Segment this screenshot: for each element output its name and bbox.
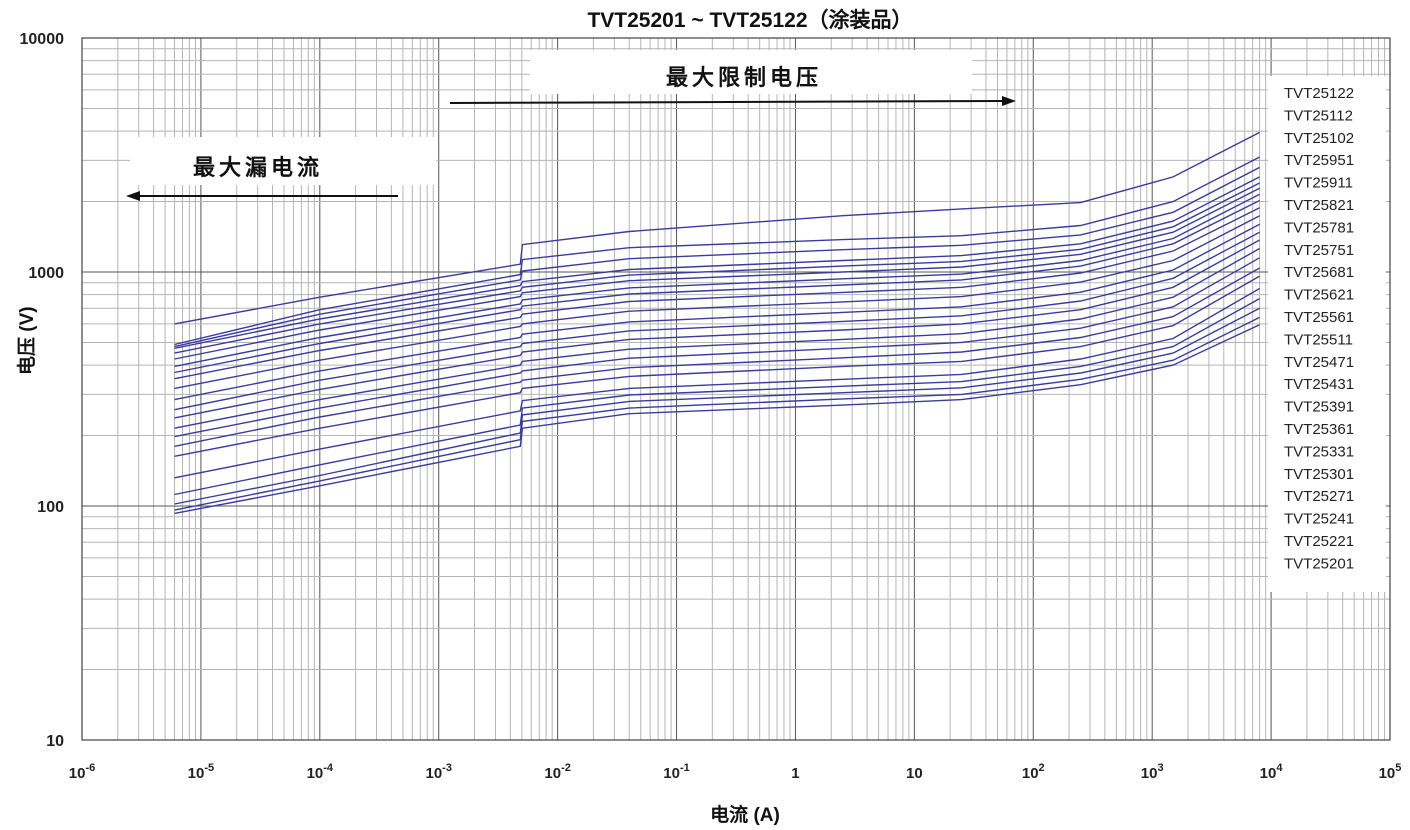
- legend-item: TVT25271: [1284, 488, 1354, 505]
- legend: TVT25122 TVT25112 TVT25102 TVT25951 TVT25911…: [1268, 76, 1386, 592]
- y-axis-label: 电压 (V): [17, 306, 38, 375]
- y-tick-label: 10: [46, 733, 64, 750]
- x-tick-label: 10-1: [663, 762, 689, 782]
- x-tick-label: 103: [1141, 762, 1164, 782]
- series-line-11: [174, 231, 1260, 411]
- series-line-15: [174, 199, 1260, 374]
- x-tick-label: 10-6: [69, 762, 95, 782]
- series-line-21: [174, 156, 1260, 346]
- legend-item: TVT25561: [1284, 309, 1354, 326]
- legend-item: TVT25112: [1284, 107, 1353, 124]
- legend-item: TVT25511: [1284, 331, 1353, 348]
- series-line-5: [174, 287, 1260, 479]
- arrow-right-head: [1002, 96, 1016, 106]
- series-line-18: [174, 182, 1260, 354]
- legend-item: TVT25122: [1284, 85, 1354, 102]
- annotation-max-clamp-voltage: 最大限制电压: [666, 65, 823, 90]
- y-tick-label: 100: [37, 499, 64, 516]
- legend-item: TVT25951: [1284, 152, 1354, 169]
- series-line-4: [174, 297, 1260, 496]
- legend-item: TVT25471: [1284, 354, 1354, 371]
- x-tick-label: 10-5: [188, 762, 214, 782]
- x-tick-label: 1: [791, 765, 799, 782]
- x-tick-label: 10-3: [425, 762, 451, 782]
- tick-labels: 10-6 10-5 10-4 10-3 10-2 10-1 1 10 102 103 104 105 1…: [20, 31, 1402, 782]
- series-line-9: [174, 247, 1260, 429]
- legend-item: TVT25681: [1284, 264, 1354, 281]
- series-line-10: [174, 239, 1260, 419]
- legend-item: TVT25391: [1284, 399, 1354, 416]
- series-layer: [174, 131, 1260, 515]
- legend-item: TVT25361: [1284, 421, 1354, 438]
- annotation-max-leakage-current: 最大漏电流: [193, 155, 324, 180]
- legend-item: TVT25102: [1284, 130, 1354, 147]
- y-tick-label: 1000: [28, 265, 64, 282]
- x-tick-label: 102: [1022, 762, 1045, 782]
- x-tick-label: 10-2: [544, 762, 570, 782]
- series-line-8: [174, 257, 1260, 438]
- legend-item: TVT25781: [1284, 219, 1354, 236]
- legend-item: TVT25301: [1284, 466, 1354, 483]
- series-line-3: [174, 307, 1260, 505]
- y-tick-label: 10000: [20, 31, 65, 48]
- x-tick-label: 10-4: [307, 762, 334, 782]
- arrow-right-shaft: [449, 100, 1005, 104]
- series-line-2: [174, 316, 1260, 511]
- legend-item: TVT25241: [1284, 511, 1354, 528]
- legend-item: TVT25431: [1284, 376, 1354, 393]
- series-line-1: [174, 324, 1260, 515]
- series-line-12: [174, 223, 1260, 401]
- legend-item: TVT25221: [1284, 533, 1354, 550]
- series-line-14: [174, 207, 1260, 380]
- annotation-layer: [126, 50, 1016, 201]
- x-tick-label: 104: [1260, 762, 1284, 782]
- series-line-17: [174, 187, 1260, 360]
- arrow-left-head: [126, 191, 140, 201]
- x-tick-label: 10: [906, 765, 923, 782]
- legend-item: TVT25821: [1284, 197, 1354, 214]
- series-line-6: [174, 275, 1260, 457]
- x-axis-label: 电流 (A): [710, 805, 780, 826]
- legend-item: TVT25751: [1284, 242, 1354, 259]
- annotation-box-clamp: [530, 50, 972, 94]
- legend-box: [1268, 76, 1386, 592]
- legend-item: TVT25201: [1284, 555, 1354, 572]
- series-line-7: [174, 267, 1260, 447]
- series-line-19: [174, 176, 1260, 349]
- plot-frame: [81, 37, 1391, 741]
- legend-item: TVT25331: [1284, 443, 1354, 460]
- series-line-13: [174, 215, 1260, 390]
- legend-item: TVT25621: [1284, 287, 1354, 304]
- annotation-box-leakage: [130, 137, 436, 185]
- legend-item: TVT25911: [1284, 175, 1353, 192]
- series-line-20: [174, 166, 1260, 348]
- series-line-16: [174, 193, 1260, 368]
- x-tick-label: 105: [1379, 762, 1402, 782]
- series-line-22: [174, 131, 1260, 325]
- chart-title: TVT25201 ~ TVT25122（涂装品）: [587, 9, 913, 32]
